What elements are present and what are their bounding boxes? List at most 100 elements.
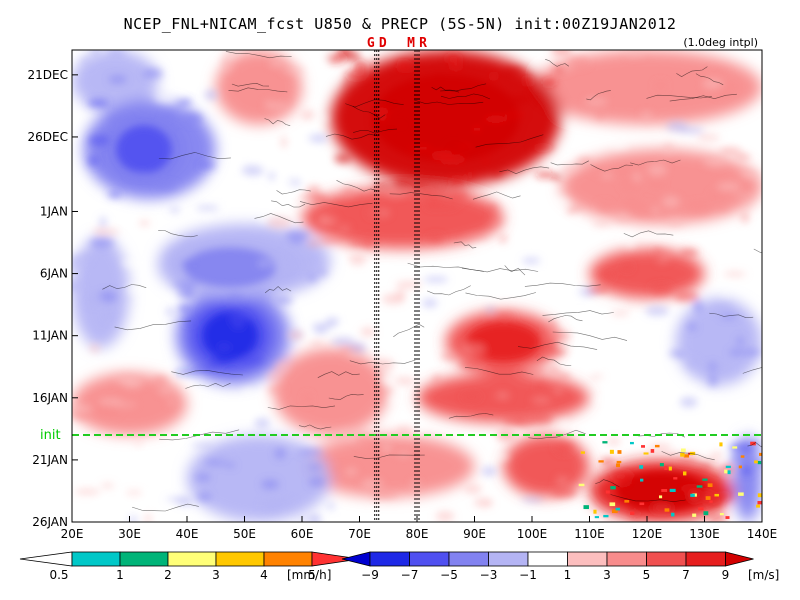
u850-speckle [172, 251, 191, 259]
u850-speckle [266, 216, 293, 229]
u850-speckle [342, 187, 355, 198]
u850-speckle [433, 72, 444, 82]
u850-speckle [668, 391, 676, 397]
contour-line [102, 284, 147, 290]
u850-speckle [440, 352, 458, 360]
u850-speckle [490, 71, 497, 81]
u850-speckle [377, 358, 395, 370]
u850-speckle [607, 437, 621, 446]
u850-speckle [95, 406, 120, 417]
u850-speckle [195, 365, 220, 372]
u850-speckle [648, 443, 672, 451]
precip-mark [689, 451, 696, 456]
u850-speckle [494, 313, 517, 318]
u850-speckle [88, 135, 110, 146]
precip-mark [664, 466, 668, 471]
u850-speckle [523, 75, 533, 87]
u850-speckle [268, 60, 285, 68]
u850-speckle [319, 114, 328, 123]
u850-speckle [545, 346, 568, 356]
contour-line [158, 152, 231, 160]
u850-speckle [584, 97, 608, 106]
u850-speckle [509, 95, 531, 105]
u850-speckle [294, 167, 302, 180]
u850-speckle [289, 257, 312, 267]
u850-speckle [569, 205, 584, 211]
u850-speckle [651, 206, 660, 214]
precip-mark [671, 512, 675, 517]
u850-speckle [559, 67, 572, 72]
u850-speckle [435, 510, 455, 522]
precip-colorbar-label: 0.5 [49, 568, 68, 582]
contour-line [267, 405, 336, 410]
u850-colorbar-label: 1 [564, 568, 572, 582]
u850-speckle [90, 237, 115, 248]
precip-mark [616, 463, 621, 468]
precip-colorbar-label: 1 [116, 568, 124, 582]
y-tick-label: 11JAN [32, 329, 68, 343]
u850-colorbar-label: −5 [440, 568, 458, 582]
u850-speckle [330, 466, 349, 472]
u850-speckle [140, 455, 159, 463]
contour-line [225, 51, 292, 59]
u850-speckle [254, 418, 270, 429]
contour-line [545, 59, 570, 67]
u850-region [560, 149, 762, 224]
contour-line [185, 382, 231, 389]
contour-line [524, 282, 601, 287]
u850-speckle [280, 136, 288, 149]
u850-speckle [537, 381, 545, 393]
x-axis: 20E 30E 40E 50E 60E 70E 80E 90E 100E 110E 120E 130E… [61, 516, 777, 541]
u850-speckle [624, 199, 639, 210]
u850-speckle [106, 50, 127, 55]
u850-colorbar-cell [725, 551, 754, 567]
contour-line [676, 66, 708, 77]
u850-speckle [227, 314, 250, 322]
u850-speckle [88, 156, 98, 166]
u850-speckle [591, 220, 611, 227]
u850-speckle [269, 98, 293, 105]
y-axis: 21DEC 26DEC 1JAN 6JAN 11JAN 16JAN 21JAN 26JAN [28, 68, 78, 529]
precip-colorbar: 0.5 1 2 3 4 5[mm/h] [19, 551, 361, 582]
u850-speckle [350, 239, 363, 246]
contour-line [353, 454, 425, 459]
precip-mark [639, 465, 644, 469]
u850-speckle [736, 154, 751, 160]
contour-line [389, 192, 453, 200]
u850-colorbar-cell [369, 551, 410, 567]
u850-speckle [306, 297, 313, 304]
u850-speckle [399, 59, 407, 72]
u850-speckle [495, 391, 510, 400]
u850-speckle [729, 443, 755, 453]
u850-speckle [276, 178, 296, 190]
precip-mark [630, 511, 635, 515]
u850-speckle [445, 53, 462, 64]
u850-speckle [561, 165, 580, 174]
u850-speckle [687, 358, 698, 370]
u850-speckle [625, 382, 646, 395]
u850-speckle [556, 475, 568, 486]
u850-speckle [165, 497, 191, 502]
u850-speckle [703, 157, 727, 167]
u850-speckle [463, 484, 482, 494]
u850-speckle [741, 212, 749, 223]
contour-line [552, 331, 628, 341]
u850-speckle [408, 145, 433, 152]
u850-speckle [410, 479, 421, 489]
u850-colorbar-label: 3 [603, 568, 611, 582]
u850-speckle [174, 370, 200, 375]
u850-speckle [219, 406, 236, 416]
contour-line [475, 134, 544, 148]
contour-line [426, 285, 471, 296]
u850-speckle [343, 81, 350, 87]
u850-speckle [297, 517, 323, 522]
precip-mark [673, 477, 678, 480]
y-tick-label: 16JAN [32, 391, 68, 405]
precip-mark [658, 495, 663, 499]
contour-line [630, 159, 681, 166]
u850-speckle [714, 205, 730, 211]
u850-colorbar-cell [409, 551, 450, 567]
u850-speckle [334, 428, 358, 439]
contour-line [661, 451, 715, 461]
